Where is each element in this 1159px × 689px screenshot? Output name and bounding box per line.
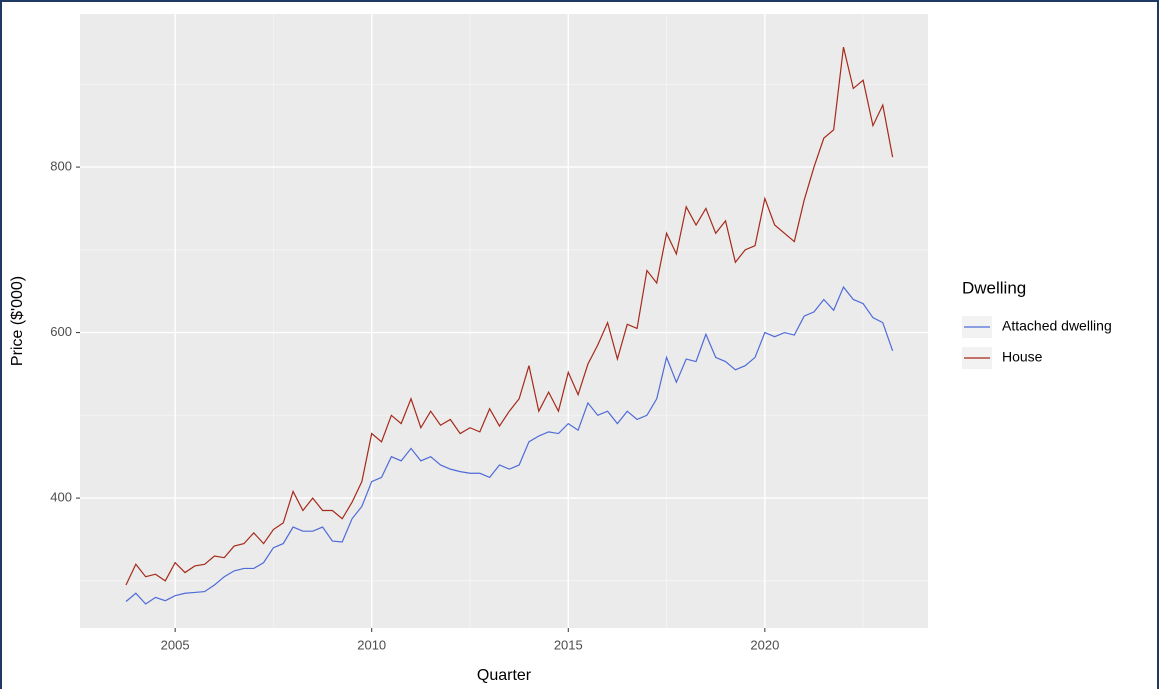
- y-tick-label: 400: [50, 490, 72, 505]
- legend-label: Attached dwelling: [1002, 318, 1112, 334]
- panel: [80, 14, 928, 628]
- grid: [80, 14, 928, 628]
- x-tick-label: 2020: [750, 637, 779, 652]
- y-tick-label: 600: [50, 324, 72, 339]
- y-axis-title: Price ($'000): [9, 276, 26, 366]
- legend: Attached dwelling House: [962, 316, 1112, 369]
- x-tick-label: 2015: [554, 637, 583, 652]
- series-line: [125, 285, 894, 605]
- legend-label: House: [1002, 349, 1043, 365]
- lines: [125, 46, 894, 605]
- series-line: [125, 46, 894, 586]
- legend-title: Dwelling: [962, 278, 1026, 297]
- x-tick-label: 2010: [357, 637, 386, 652]
- x-axis-title: Quarter: [477, 667, 532, 684]
- x-tick-label: 2005: [161, 637, 190, 652]
- y-tick-label: 800: [50, 159, 72, 174]
